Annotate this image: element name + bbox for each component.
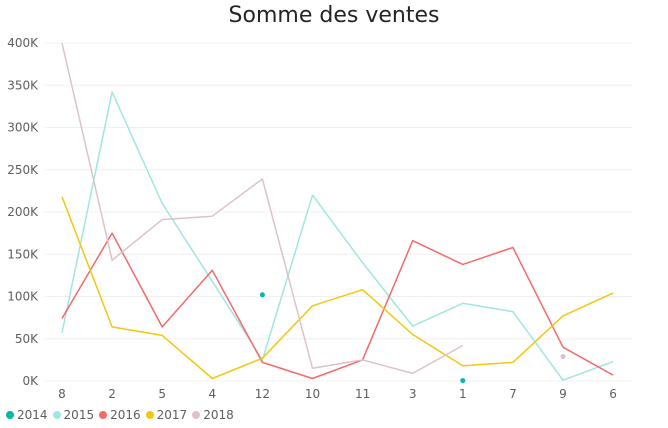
y-tick-label: 150K <box>7 247 39 261</box>
chart-title: Somme des ventes <box>228 3 440 28</box>
x-tick-label: 11 <box>355 387 370 401</box>
y-tick-label: 200K <box>7 205 39 219</box>
legend-item-2015[interactable]: 2015 <box>52 408 95 422</box>
x-tick-label: 1 <box>459 387 467 401</box>
legend-item-2017[interactable]: 2017 <box>145 408 188 422</box>
x-tick-label: 12 <box>255 387 270 401</box>
legend-item-2018[interactable]: 2018 <box>192 408 234 422</box>
legend-label: 2015 <box>63 408 95 422</box>
y-tick-label: 100K <box>7 290 39 304</box>
x-tick-label: 10 <box>305 387 320 401</box>
y-tick-label: 0K <box>22 374 39 388</box>
y-tick-label: 50K <box>15 332 39 346</box>
x-tick-label: 4 <box>208 387 216 401</box>
x-tick-label: 6 <box>609 387 617 401</box>
legend-label: 2018 <box>203 408 234 422</box>
legend-label: 2014 <box>17 408 48 422</box>
series-2018-line <box>61 42 464 375</box>
series-2014-point <box>259 292 265 298</box>
x-tick-label: 8 <box>58 387 66 401</box>
y-tick-label: 400K <box>7 36 39 50</box>
legend-marker <box>6 411 14 419</box>
legend-item-2016[interactable]: 2016 <box>99 408 141 422</box>
y-tick-label: 350K <box>7 78 39 92</box>
legend-marker <box>99 411 108 419</box>
legend-marker <box>145 411 154 419</box>
chart-legend: 2014 2015 2016 2017 2018 <box>6 407 239 423</box>
series-2018-point <box>560 353 566 359</box>
x-tick-label: 5 <box>158 387 166 401</box>
series-2014-point <box>460 378 466 384</box>
x-tick-label: 9 <box>559 387 567 401</box>
legend-item-2014[interactable]: 2014 <box>6 408 48 422</box>
series-2015-line <box>61 91 614 381</box>
legend-marker <box>52 411 61 419</box>
x-tick-label: 3 <box>409 387 417 401</box>
series-2017-line <box>61 196 614 380</box>
y-tick-label: 250K <box>7 163 39 177</box>
y-tick-label: 300K <box>7 121 39 135</box>
legend-label: 2017 <box>156 408 188 422</box>
x-tick-label: 7 <box>509 387 517 401</box>
legend-marker <box>192 411 201 419</box>
x-tick-label: 2 <box>108 387 116 401</box>
legend-label: 2016 <box>110 408 141 422</box>
series-2016-line <box>61 232 614 380</box>
